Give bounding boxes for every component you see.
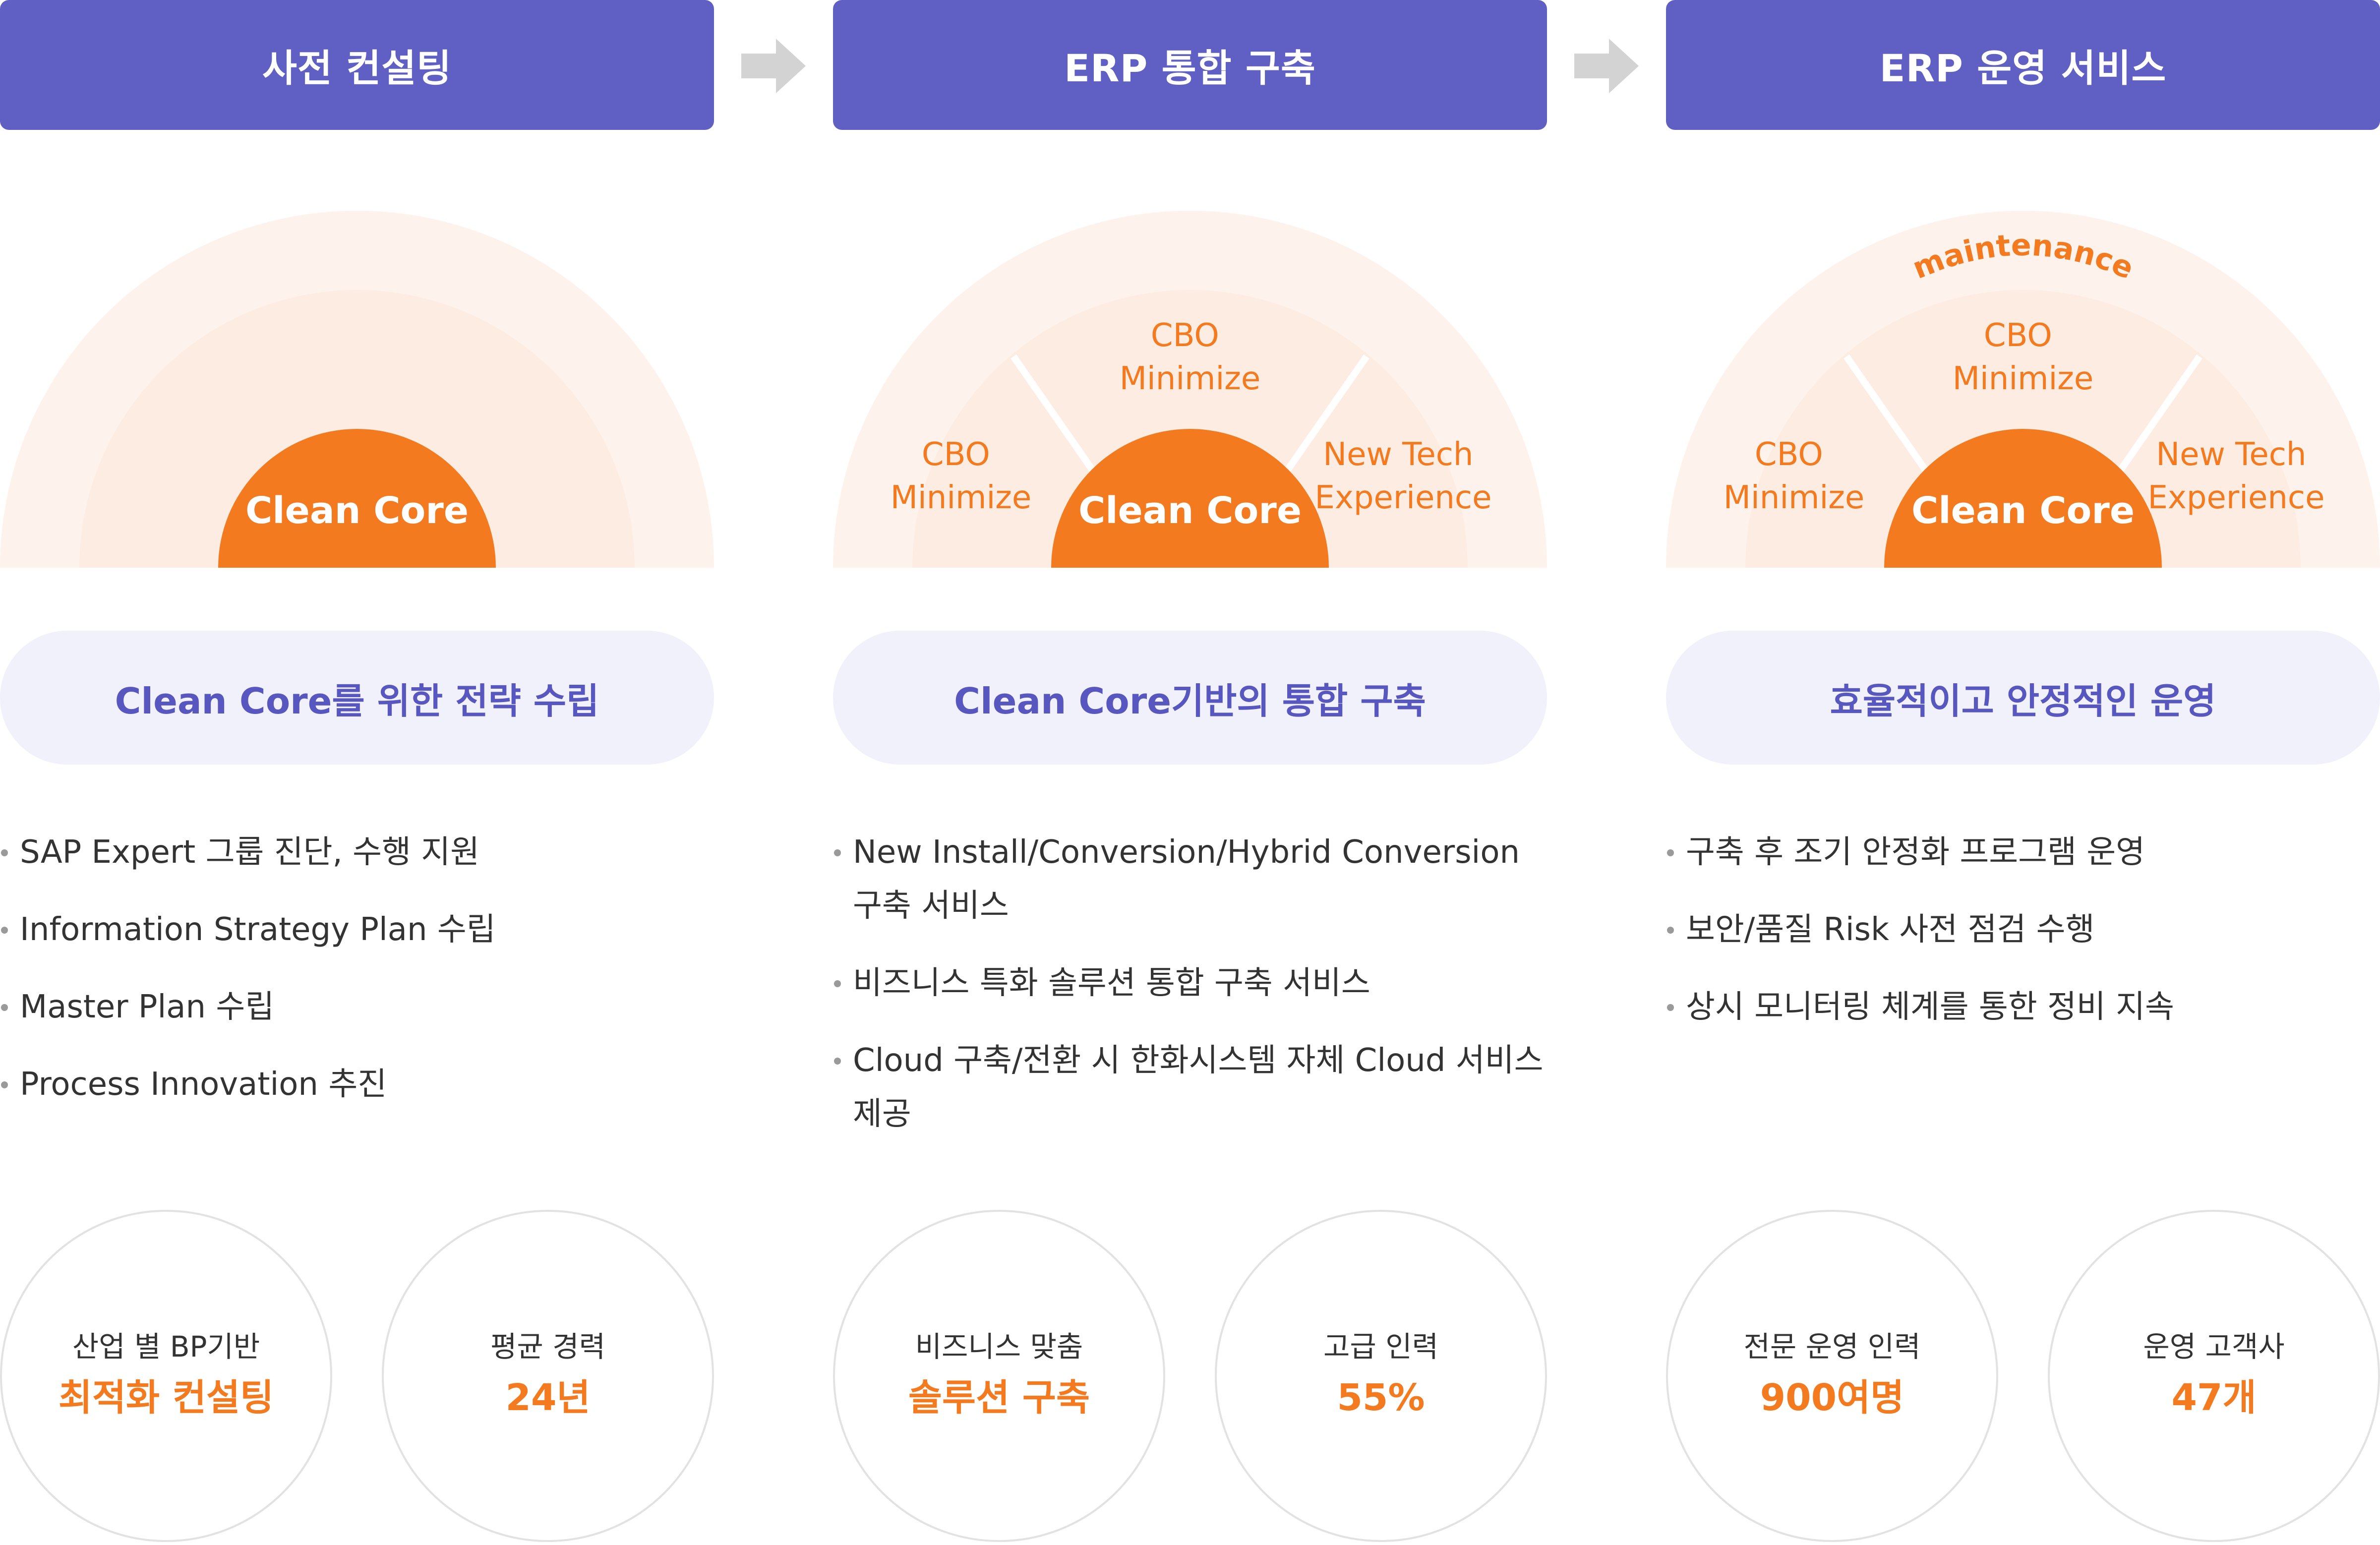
column-erp-integration: ERP 통합 구축 Clean Core CBO Minimize CBO Mi…	[833, 0, 1547, 1545]
clean-core-diagram: Clean Core maintenance CBO Minimize CBO …	[1666, 211, 2380, 568]
bullet-dot-icon	[1, 1081, 8, 1088]
stat-circle: 전문 운영 인력 900여명	[1666, 1210, 1998, 1542]
list-item: Process Innovation 추진	[0, 1058, 714, 1111]
arrow-right-icon	[741, 39, 806, 93]
stat-caption: 전문 운영 인력	[1743, 1330, 1921, 1364]
bullet-list: New Install/Conversion/Hybrid Conversion…	[833, 826, 1547, 1165]
stat-caption: 평균 경력	[490, 1330, 605, 1364]
stat-value: 55%	[1337, 1376, 1425, 1419]
stat-value: 최적화 컨설팅	[58, 1376, 274, 1419]
stat-circle: 산업 별 BP기반 최적화 컨설팅	[0, 1210, 332, 1542]
bullet-dot-icon	[834, 1058, 841, 1065]
list-item: Master Plan 수립	[0, 980, 714, 1034]
core-label: Clean Core	[1078, 489, 1302, 532]
stat-value: 47개	[2171, 1376, 2257, 1419]
stat-caption: 비즈니스 맞춤	[915, 1330, 1083, 1364]
segment-label-top: CBO Minimize	[1120, 317, 1260, 397]
bullet-list: SAP Expert 그룹 진단, 수행 지원 Information Stra…	[0, 826, 714, 1135]
bullet-dot-icon	[834, 980, 841, 987]
stat-circle: 고급 인력 55%	[1215, 1210, 1547, 1542]
segment-divider	[1284, 355, 1369, 473]
stat-circle: 평균 경력 24년	[382, 1210, 714, 1542]
clean-core-diagram: Clean Core CBO Minimize CBO Minimize New…	[833, 211, 1547, 568]
arrow-right-icon	[1574, 39, 1639, 93]
list-item: Information Strategy Plan 수립	[0, 903, 714, 956]
stat-circle: 운영 고객사 47개	[2048, 1210, 2380, 1542]
bullet-dot-icon	[1, 927, 8, 934]
bullet-dot-icon	[834, 849, 841, 856]
column-pre-consulting: 사전 컨설팅 Clean Core Clean Core를 위한 전략 수립 S…	[0, 0, 714, 1545]
bullet-dot-icon	[1667, 1004, 1674, 1011]
bullet-dot-icon	[1, 849, 8, 856]
core-half-circle	[1884, 429, 2162, 568]
segment-divider	[2117, 355, 2202, 473]
stat-value: 900여명	[1760, 1376, 1904, 1419]
column-header: 사전 컨설팅	[0, 0, 714, 130]
core-label: Clean Core	[245, 489, 469, 532]
list-item: Cloud 구축/전환 시 한화시스템 자체 Cloud 서비스 제공	[833, 1034, 1547, 1141]
segment-label-left: CBO Minimize	[891, 436, 1031, 516]
column-erp-operation: ERP 운영 서비스 Clean Core maintenance CBO Mi…	[1666, 0, 2380, 1545]
column-header: ERP 통합 구축	[833, 0, 1547, 130]
summary-pill: Clean Core를 위한 전략 수립	[0, 631, 714, 765]
list-item: New Install/Conversion/Hybrid Conversion…	[833, 826, 1547, 933]
segment-label-right: New Tech Experience	[1315, 436, 1492, 516]
column-header: ERP 운영 서비스	[1666, 0, 2380, 130]
stat-value: 24년	[505, 1376, 591, 1419]
summary-pill: 효율적이고 안정적인 운영	[1666, 631, 2380, 765]
list-item: 구축 후 조기 안정화 프로그램 운영	[1666, 826, 2380, 879]
stat-caption: 운영 고객사	[2143, 1330, 2285, 1364]
stat-circle: 비즈니스 맞춤 솔루션 구축	[833, 1210, 1165, 1542]
bullet-list: 구축 후 조기 안정화 프로그램 운영 보안/품질 Risk 사전 점검 수행 …	[1666, 826, 2380, 1058]
core-half-circle	[1051, 429, 1329, 568]
summary-pill: Clean Core기반의 통합 구축	[833, 631, 1547, 765]
stat-value: 솔루션 구축	[908, 1376, 1090, 1419]
stat-caption: 산업 별 BP기반	[72, 1330, 260, 1364]
list-item: 비즈니스 특화 솔루션 통합 구축 서비스	[833, 956, 1547, 1010]
list-item: SAP Expert 그룹 진단, 수행 지원	[0, 826, 714, 879]
segment-divider	[1844, 355, 1929, 473]
bullet-dot-icon	[1, 1004, 8, 1011]
stat-caption: 고급 인력	[1323, 1330, 1438, 1364]
core-label: Clean Core	[1911, 489, 2135, 532]
core-half-circle	[218, 429, 496, 568]
segment-label-right: New Tech Experience	[2148, 436, 2325, 516]
bullet-dot-icon	[1667, 849, 1674, 856]
segment-label-top: CBO Minimize	[1953, 317, 2093, 397]
list-item: 보안/품질 Risk 사전 점검 수행	[1666, 903, 2380, 956]
list-item: 상시 모니터링 체계를 통한 정비 지속	[1666, 980, 2380, 1034]
clean-core-diagram: Clean Core	[0, 211, 714, 568]
segment-label-left: CBO Minimize	[1724, 436, 1864, 516]
segment-divider	[1011, 355, 1096, 473]
bullet-dot-icon	[1667, 927, 1674, 934]
